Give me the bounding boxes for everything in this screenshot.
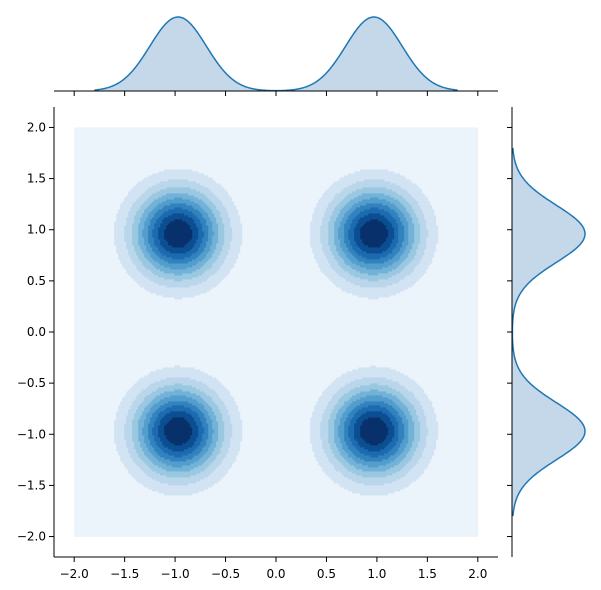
y-tick-label: −0.5: [17, 376, 46, 390]
y-tick-label: 1.0: [27, 223, 46, 237]
y-tick-label: 0.5: [27, 274, 46, 288]
y-tick-label: 0.0: [27, 325, 46, 339]
x-tick-label: −1.5: [110, 567, 139, 581]
x-tick-label: 0.5: [317, 567, 336, 581]
top-marginal-density: [94, 16, 458, 92]
axes: −2.0 −1.5 −1.0 −0.5 0.0 0.5 1.0 1.5 2.0 −2.0 −1.5 −…: [17, 90, 513, 581]
x-tick-label: −1.0: [161, 567, 190, 581]
x-tick-label: 1.5: [418, 567, 437, 581]
y-tick-label: −2.0: [17, 530, 46, 544]
joint-density-contours: [74, 127, 479, 537]
y-tick-label: 1.5: [27, 172, 46, 186]
y-tick-label: −1.0: [17, 427, 46, 441]
y-tick-label: −1.5: [17, 478, 46, 492]
right-marginal-fill: [512, 147, 585, 517]
x-tick-label: 2.0: [468, 567, 487, 581]
top-marginal-fill: [94, 17, 458, 91]
x-tick-label: −2.0: [60, 567, 89, 581]
x-tick-label: 1.0: [367, 567, 386, 581]
x-tick-label: −0.5: [211, 567, 240, 581]
right-marginal-density: [511, 147, 586, 517]
y-tick-label: 2.0: [27, 120, 46, 134]
x-tick-label: 0.0: [266, 567, 285, 581]
